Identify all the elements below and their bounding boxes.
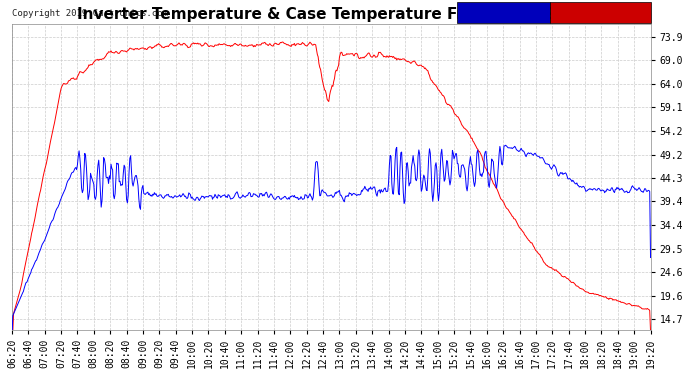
Title: Inverter Temperature & Case Temperature Fri Apr 19 19:39: Inverter Temperature & Case Temperature … bbox=[77, 7, 585, 22]
Text: Inverter  (°C): Inverter (°C) bbox=[553, 8, 640, 18]
Text: Case  (°C): Case (°C) bbox=[460, 8, 522, 18]
Text: Copyright 2019 Cartronics.com: Copyright 2019 Cartronics.com bbox=[12, 9, 168, 18]
